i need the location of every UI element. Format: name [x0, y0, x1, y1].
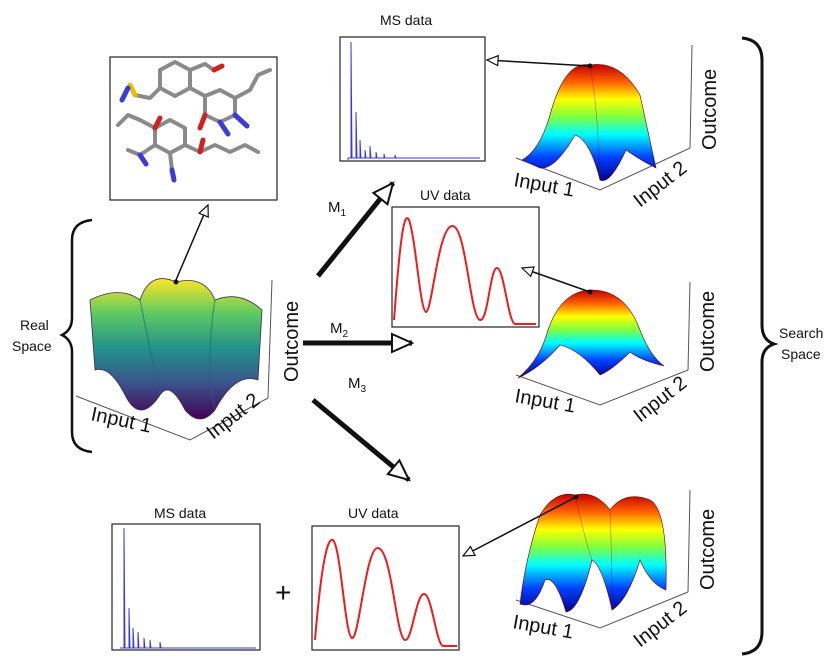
ms-bottom-panel [111, 523, 261, 651]
top-surface-to-ms-arrow [485, 54, 591, 67]
middle-surface-to-uv-arrow [520, 266, 591, 293]
molecule-panel [109, 56, 278, 201]
method-m3-arrow [311, 398, 411, 482]
real-space-label-line1: Real [20, 317, 49, 333]
bottom-input2-label: Input 2 [630, 597, 692, 652]
real-space-label-line2: Space [12, 338, 52, 354]
search-surface-top [515, 44, 693, 191]
uv-bottom-title: UV data [348, 505, 399, 521]
real-outcome-label: Outcome [281, 301, 303, 382]
bottom-surface-to-uv-arrow [461, 496, 577, 557]
middle-input2-label: Input 2 [630, 372, 692, 427]
uv-mid-title: UV data [420, 187, 471, 203]
search-space-label-line2: Space [781, 346, 821, 362]
method-m3-label: M3 [348, 375, 367, 395]
bottom-outcome-label: Outcome [697, 509, 719, 590]
plus-sign: + [275, 577, 291, 608]
search-space-label-line1: Search [779, 325, 823, 341]
real-to-molecule-arrow [175, 203, 209, 281]
uv-mid-panel [391, 206, 540, 328]
search-surface-bottom [515, 489, 691, 629]
molecule-structure-icon [116, 60, 272, 183]
ms-top-title: MS data [380, 12, 432, 28]
ms-top-panel [339, 36, 486, 162]
ms-bottom-title: MS data [154, 505, 206, 521]
real-space-surface [75, 278, 273, 441]
middle-input1-label: Input 1 [513, 385, 577, 417]
top-outcome-label: Outcome [699, 69, 721, 150]
method-m1-arrow [316, 181, 395, 278]
search-space-bracket [741, 36, 779, 656]
method-m1-label: M1 [328, 199, 347, 219]
top-input2-label: Input 2 [630, 157, 692, 212]
middle-outcome-label: Outcome [697, 291, 719, 372]
method-m2-label: M2 [330, 320, 349, 340]
top-input1-label: Input 1 [512, 169, 576, 201]
uv-bottom-panel [311, 525, 460, 651]
real-space-bracket [59, 218, 93, 454]
